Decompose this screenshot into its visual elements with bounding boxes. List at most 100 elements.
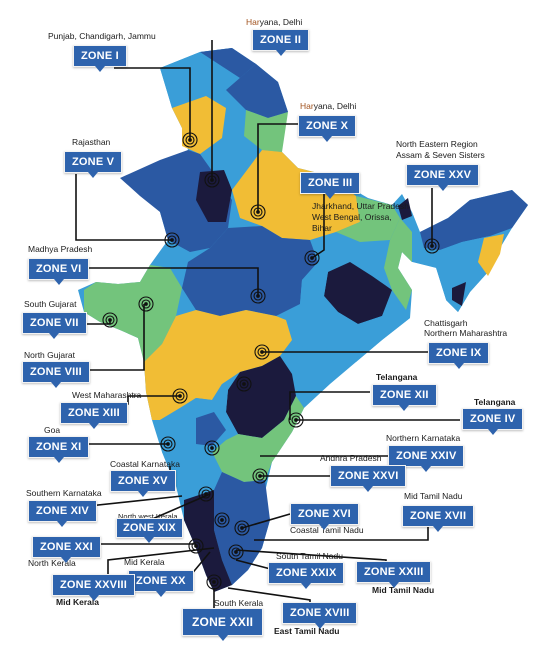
zone-xviii-box[interactable]: ZONE XVIII: [282, 602, 358, 629]
label-mp: Madhya Pradesh: [28, 244, 93, 254]
region-ladakh: [200, 48, 256, 78]
region-bihar: [336, 196, 400, 242]
marker: [188, 538, 204, 554]
zone-xxviii-box[interactable]: ZONE XXVIII: [52, 574, 135, 601]
zone-xxiii-box[interactable]: ZONE XXIII: [356, 561, 432, 588]
label-haryana-top: Haryana, Delhi: [246, 17, 302, 27]
region-north-karnataka: [196, 412, 226, 446]
zone-xxv-box[interactable]: ZONE XXV: [406, 164, 480, 191]
marker: [198, 486, 214, 502]
marker: [304, 250, 320, 266]
zone-ix-box[interactable]: ZONE IX: [428, 342, 490, 369]
region-andhra: [212, 396, 304, 482]
zone-xxix-box[interactable]: ZONE XXIX: [268, 562, 345, 589]
label-mid-kerala-a: Mid Kerala: [124, 557, 165, 567]
label-jh-line1: Jharkhand, Uttar Pradesh: [312, 201, 409, 211]
marker: [204, 172, 220, 188]
zone-xx-box[interactable]: ZONE XX: [128, 570, 194, 597]
marker: [250, 204, 266, 220]
label-andhra: Andhra Pradesh: [320, 453, 382, 463]
region-uttarakhand: [244, 110, 288, 152]
zone-xxi-box[interactable]: ZONE XXI: [32, 536, 101, 563]
zone-xvi-box[interactable]: ZONE XVI: [290, 503, 359, 530]
label-mid-tamil-nadu-b: Mid Tamil Nadu: [372, 585, 435, 595]
region-wb: [384, 218, 412, 310]
label-haryana-top-rest: yana, Delhi: [259, 17, 303, 27]
region-odisha: [326, 310, 410, 364]
zone-vi-box[interactable]: ZONE VI: [28, 258, 90, 285]
zone-i-box[interactable]: ZONE I: [73, 45, 127, 72]
marker: [250, 288, 266, 304]
marker: [206, 574, 222, 590]
region-gujarat: [84, 265, 182, 362]
zone-xxiv-box[interactable]: ZONE XXIV: [388, 445, 465, 472]
marker: [204, 440, 220, 456]
zone-viii-box[interactable]: ZONE VIII: [22, 361, 90, 388]
zone-xii-box[interactable]: ZONE XII: [372, 384, 437, 411]
zone-v-box[interactable]: ZONE V: [64, 151, 123, 178]
marker: [138, 296, 154, 312]
label-goa: Goa: [44, 425, 61, 435]
label-haryana-top-hi: Har: [246, 17, 260, 27]
region-kerala: [184, 490, 232, 592]
region-delhi: [196, 170, 232, 222]
marker: [424, 238, 440, 254]
label-chh-line1: Chattisgarh: [424, 318, 468, 328]
label-north-gujarat: North Gujarat: [24, 350, 76, 360]
zone-xxii-box[interactable]: ZONE XXII: [182, 608, 264, 641]
label-jh-line2: West Bengal, Orissa,: [312, 212, 392, 222]
zone-x-box[interactable]: ZONE X: [298, 115, 357, 142]
label-punjab: Punjab, Chandigarh, Jammu: [48, 31, 156, 41]
region-himachal: [226, 64, 288, 118]
zone-vii-box[interactable]: ZONE VII: [22, 312, 87, 339]
label-east-tamil-nadu: East Tamil Nadu: [274, 626, 340, 636]
label-north-kerala: North Kerala: [28, 558, 76, 568]
label-chh-line2: Northern Maharashtra: [424, 328, 508, 338]
marker: [172, 388, 188, 404]
label-haryana-mid: Haryana, Delhi: [300, 101, 356, 111]
zone-iv-box[interactable]: ZONE IV: [462, 408, 524, 435]
label-mid-tamil-nadu-a: Mid Tamil Nadu: [404, 491, 463, 501]
region-tripura: [452, 282, 466, 306]
marker: [254, 344, 270, 360]
label-jh-line3: Bihar: [312, 223, 332, 233]
label-south-gujarat: South Gujarat: [24, 299, 77, 309]
marker: [236, 376, 252, 392]
zone-iii-box[interactable]: ZONE III: [300, 172, 361, 199]
region-assam: [420, 190, 528, 250]
marker: [288, 412, 304, 428]
label-haryana-mid-hi: Har: [300, 101, 314, 111]
marker: [234, 520, 250, 536]
label-ne-line1: North Eastern Region: [396, 139, 478, 149]
region-up: [232, 150, 360, 240]
label-telangana-b: Telangana: [474, 397, 516, 407]
marker: [214, 512, 230, 528]
zone-xiii-box[interactable]: ZONE XIII: [60, 402, 128, 429]
label-coastal-tamil-nadu: Coastal Tamil Nadu: [290, 525, 364, 535]
marker: [228, 544, 244, 560]
zone-xiv-box[interactable]: ZONE XIV: [28, 500, 97, 527]
label-ne-line2: Assam & Seven Sisters: [396, 150, 485, 160]
region-chhattisgarh: [286, 262, 338, 352]
region-jharkhand: [324, 262, 392, 324]
marker: [160, 436, 176, 452]
label-north-west-kerala: North west Kerala: [118, 512, 178, 521]
zone-markers: [102, 132, 440, 590]
zone-xix-box[interactable]: ZONE XIX: [116, 518, 183, 543]
label-southern-karnataka: Southern Karnataka: [26, 488, 102, 498]
zone-xi-box[interactable]: ZONE XI: [28, 436, 90, 463]
label-north-karnataka: Northern Karnataka: [386, 433, 461, 443]
marker: [252, 468, 268, 484]
zone-xvii-box[interactable]: ZONE XVII: [402, 505, 475, 532]
marker: [102, 312, 118, 328]
zone-xxvi-box[interactable]: ZONE XXVI: [330, 465, 407, 492]
label-telangana-a: Telangana: [376, 372, 418, 382]
label-haryana-mid-rest: yana, Delhi: [313, 101, 357, 111]
zone-xv-box[interactable]: ZONE XV: [110, 470, 176, 497]
region-mp: [182, 226, 318, 316]
zone-ii-box[interactable]: ZONE II: [252, 29, 310, 56]
label-rajasthan: Rajasthan: [72, 137, 111, 147]
marker: [182, 132, 198, 148]
marker: [164, 232, 180, 248]
